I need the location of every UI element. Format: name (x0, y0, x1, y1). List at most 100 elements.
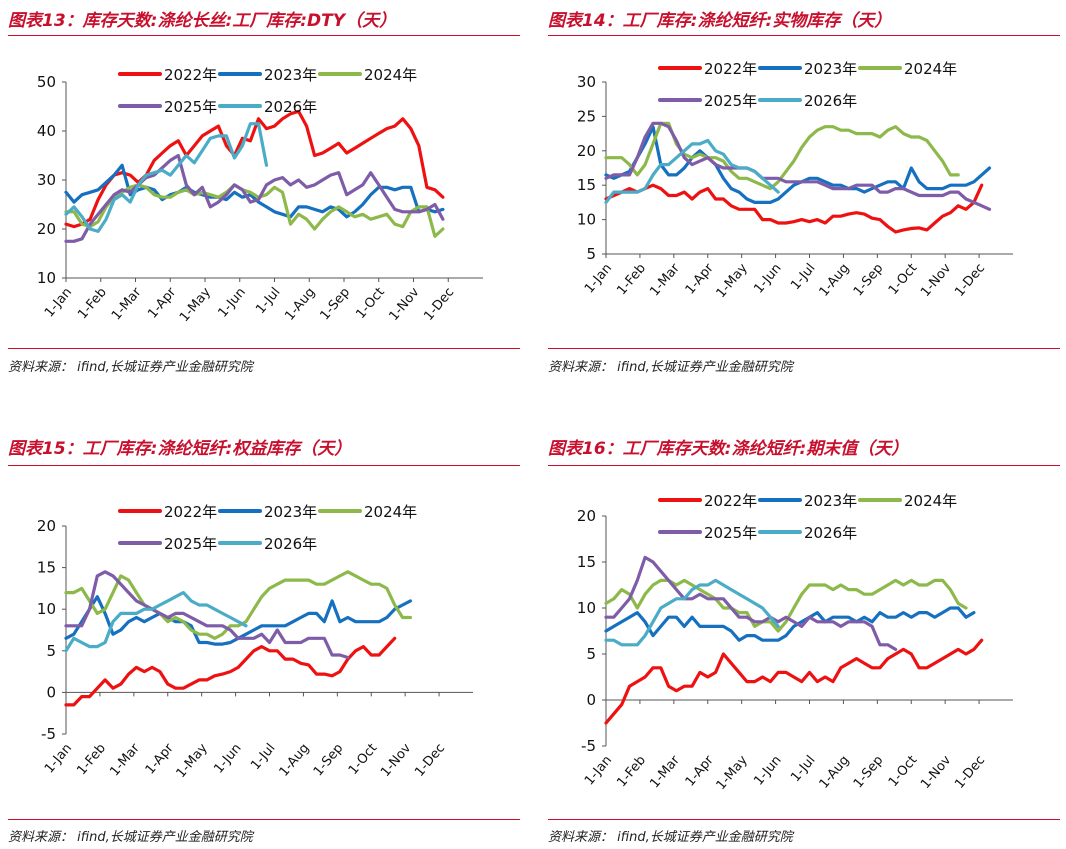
y-tick-label: 10 (37, 269, 56, 287)
legend-label: 2026年 (804, 524, 857, 542)
series-line-2022 (604, 638, 984, 725)
title-divider (8, 35, 520, 36)
x-tick-label: 1-Jun (211, 741, 244, 777)
chart-title: 图表16：工厂库存天数:涤纶短纤:期末值（天） (548, 439, 909, 459)
x-tick-label: 1-Apr (683, 752, 718, 789)
x-tick-label: 1-Jul (788, 261, 818, 293)
y-tick-label: 30 (37, 171, 56, 189)
legend-label: 2023年 (264, 66, 317, 84)
y-tick-label: 50 (37, 73, 56, 91)
y-tick-label: 15 (577, 176, 596, 194)
y-tick-label: 5 (586, 645, 596, 663)
legend-label: 2025年 (164, 535, 217, 553)
chart-title: 图表15：工厂库存:涤纶短纤:权益库存（天） (8, 439, 352, 459)
x-tick-label: 1-Oct (886, 261, 921, 298)
series-line-2023 (604, 125, 992, 204)
legend-label: 2025年 (704, 524, 757, 542)
series-line-2024 (604, 578, 968, 633)
legend-label: 2022年 (164, 503, 217, 521)
x-tick-label: 1-Oct (346, 741, 381, 778)
y-tick-label: 10 (577, 211, 596, 229)
legend-label: 2022年 (704, 492, 757, 510)
series-line-2025 (64, 153, 445, 243)
x-tick-label: 1-Dec (952, 753, 988, 792)
x-tick-label: 1-Feb (614, 261, 649, 298)
series-line-2022 (64, 636, 397, 707)
x-tick-label: 1-Mar (107, 740, 143, 779)
y-tick-label: 20 (37, 517, 56, 535)
x-tick-label: 1-Jan (42, 285, 75, 320)
x-tick-label: 1-May (714, 261, 751, 301)
source-divider (548, 348, 1060, 349)
source-note: 资料来源： ifind,长城证券产业金融研究院 (8, 830, 253, 845)
source-note: 资料来源： ifind,长城证券产业金融研究院 (548, 830, 793, 845)
title-divider (8, 465, 520, 466)
x-tick-label: 1-Jul (248, 741, 278, 773)
y-tick-label: 25 (577, 107, 596, 125)
x-tick-label: 1-Mar (647, 260, 683, 299)
legend-label: 2026年 (264, 98, 317, 116)
series-line-2022 (64, 109, 445, 229)
x-tick-label: 1-Mar (647, 752, 683, 791)
legend-label: 2025年 (704, 92, 757, 110)
legend-label: 2024年 (364, 66, 417, 84)
x-tick-label: 1-Aug (817, 261, 853, 300)
source-divider (548, 819, 1060, 820)
chart-title: 图表14：工厂库存:涤纶短纤:实物库存（天） (548, 11, 892, 31)
series-line-2023 (604, 606, 976, 642)
x-tick-label: 1-Jan (582, 753, 615, 788)
x-tick-label: 1-Dec (421, 285, 457, 324)
x-tick-label: 1-Feb (75, 285, 110, 322)
chart-panel-16: 图表16：工厂库存天数:涤纶短纤:期末值（天） -5 0 5 10 15 20 1-Jan 1… (548, 434, 1060, 846)
legend-label: 2024年 (364, 503, 417, 521)
y-tick-label: 20 (37, 220, 56, 238)
y-tick-label: -5 (581, 737, 596, 755)
y-tick-label: 30 (577, 73, 596, 91)
x-tick-label: 1-Sep (851, 261, 887, 299)
chart-title: 图表13：库存天数:涤纶长丝:工厂库存:DTY（天） (8, 11, 397, 31)
y-tick-label: 20 (577, 142, 596, 160)
series-line-2025 (64, 570, 350, 660)
series-line-2025 (604, 555, 898, 651)
y-tick-label: 40 (37, 122, 56, 140)
x-tick-label: 1-Nov (918, 753, 954, 792)
x-tick-label: 1-Aug (282, 285, 318, 324)
x-tick-label: 1-Feb (74, 741, 109, 778)
x-tick-label: 1-Sep (851, 753, 887, 791)
x-tick-label: 1-Oct (353, 285, 388, 322)
x-tick-label: 1-May (177, 285, 214, 325)
x-tick-label: 1-Aug (277, 741, 313, 780)
y-tick-label: 15 (37, 559, 56, 577)
x-tick-label: 1-Sep (311, 741, 347, 779)
legend-label: 2023年 (264, 503, 317, 521)
x-tick-label: 1-May (714, 753, 751, 793)
x-tick-label: 1-Jun (215, 285, 248, 321)
y-tick-label: -5 (41, 725, 56, 743)
legend-label: 2026年 (264, 535, 317, 553)
y-tick-label: 20 (577, 507, 596, 525)
legend-label: 2022年 (164, 66, 217, 84)
series-line-2026 (604, 578, 780, 647)
source-divider (8, 819, 520, 820)
x-tick-label: 1-Jun (751, 261, 784, 297)
legend-label: 2026年 (804, 92, 857, 110)
y-tick-label: 15 (577, 553, 596, 571)
x-tick-label: 1-Apr (145, 284, 180, 321)
series-line-2026 (604, 138, 780, 204)
x-tick-label: 1-Aug (817, 753, 853, 792)
x-tick-label: 1-Nov (386, 285, 422, 324)
x-tick-label: 1-Jun (751, 753, 784, 789)
series-line-2024 (64, 183, 445, 238)
x-tick-label: 1-Feb (614, 753, 649, 790)
y-tick-label: 5 (46, 642, 56, 660)
x-tick-label: 1-Dec (412, 741, 448, 780)
series-line-2026 (64, 122, 269, 233)
legend-label: 2024年 (904, 492, 957, 510)
series-line-2026 (64, 590, 248, 653)
y-tick-label: 0 (46, 683, 56, 701)
x-tick-label: 1-Nov (918, 261, 954, 300)
chart-panel-15: 图表15：工厂库存:涤纶短纤:权益库存（天） -5 0 5 10 15 20 1-Jan 1-… (8, 434, 520, 846)
title-divider (548, 35, 1060, 36)
